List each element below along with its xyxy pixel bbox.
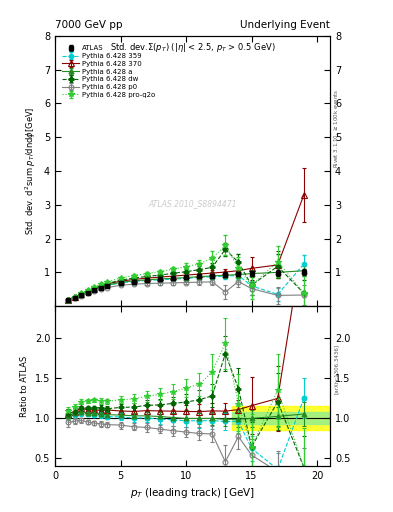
Text: ATLAS 2010_S8894471: ATLAS 2010_S8894471	[148, 199, 237, 208]
Legend: ATLAS, Pythia 6.428 359, Pythia 6.428 370, Pythia 6.428 a, Pythia 6.428 dw, Pyth: ATLAS, Pythia 6.428 359, Pythia 6.428 37…	[61, 45, 156, 98]
Text: Underlying Event: Underlying Event	[240, 20, 330, 30]
Text: Std. dev.$\Sigma(p_T)$ ($|\eta|$ < 2.5, $p_T$ > 0.5 GeV): Std. dev.$\Sigma(p_T)$ ($|\eta|$ < 2.5, …	[110, 41, 275, 54]
Text: Rivet 3.1.10, $\geq$100k events: Rivet 3.1.10, $\geq$100k events	[332, 89, 340, 167]
Text: 7000 GeV pp: 7000 GeV pp	[55, 20, 123, 30]
X-axis label: $p_T$ (leading track) [GeV]: $p_T$ (leading track) [GeV]	[130, 486, 255, 500]
Y-axis label: Ratio to ATLAS: Ratio to ATLAS	[20, 355, 29, 417]
Y-axis label: Std. dev. d$^2$sum $p_T$/dnd$\phi$[GeV]: Std. dev. d$^2$sum $p_T$/dnd$\phi$[GeV]	[24, 107, 39, 235]
Text: [arXiv:1306.3436]: [arXiv:1306.3436]	[334, 344, 338, 394]
